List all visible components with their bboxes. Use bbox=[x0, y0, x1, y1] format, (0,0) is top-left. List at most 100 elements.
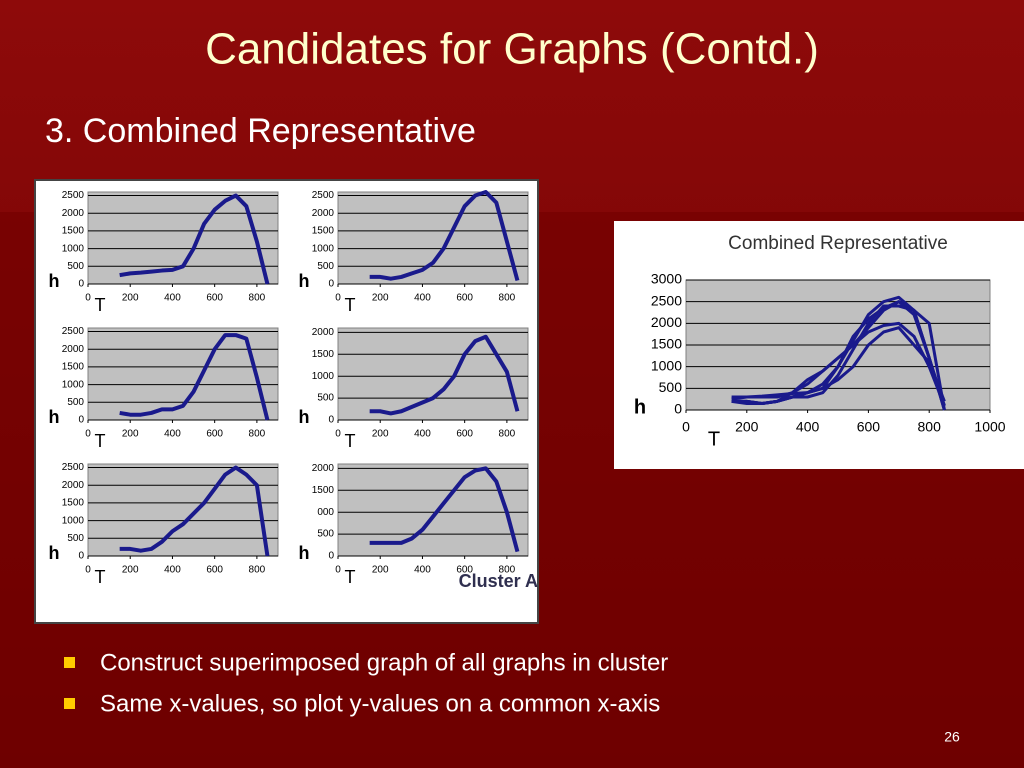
data-line bbox=[369, 334, 520, 416]
x-tick-label: 200 bbox=[372, 565, 389, 576]
y-tick-label: 1500 bbox=[312, 349, 335, 360]
y-tick-label: 0 bbox=[674, 401, 682, 417]
x-tick-label: 200 bbox=[122, 565, 139, 576]
y-tick-label: 1500 bbox=[62, 498, 85, 509]
y-tick-label: 500 bbox=[317, 529, 334, 540]
x-tick-label: 0 bbox=[682, 419, 690, 435]
y-tick-label: 1500 bbox=[651, 336, 682, 352]
y-tick-label: 2000 bbox=[651, 314, 682, 330]
data-line bbox=[119, 333, 270, 421]
x-tick-label: 600 bbox=[206, 429, 223, 440]
y-tick-label: 1500 bbox=[62, 362, 85, 373]
x-tick-label: 600 bbox=[206, 565, 223, 576]
x-tick-label: 400 bbox=[164, 429, 181, 440]
y-tick-label: 1000 bbox=[312, 243, 335, 254]
page-number: 26 bbox=[944, 729, 960, 745]
y-tick-label: 2500 bbox=[62, 462, 85, 473]
y-tick-label: 0 bbox=[328, 551, 334, 562]
y-tick-label: 0 bbox=[78, 551, 84, 562]
x-tick-label: 1000 bbox=[974, 419, 1005, 435]
x-tick-label: 0 bbox=[85, 429, 91, 440]
chart-title: Combined Representative bbox=[728, 233, 948, 254]
y-tick-label: 500 bbox=[67, 397, 84, 408]
x-tick-label: 200 bbox=[122, 293, 139, 304]
x-tick-label: 600 bbox=[857, 419, 881, 435]
bullet-text: Same x-values, so plot y-values on a com… bbox=[100, 690, 660, 717]
slide-subtitle: 3. Combined Representative bbox=[45, 112, 476, 150]
x-tick-label: 600 bbox=[456, 293, 473, 304]
bullet-marker bbox=[64, 657, 75, 668]
data-line bbox=[369, 190, 520, 281]
x-tick-label: 0 bbox=[335, 565, 341, 576]
y-tick-label: 1500 bbox=[62, 226, 85, 237]
x-tick-label: 0 bbox=[335, 293, 341, 304]
y-axis-label: h bbox=[299, 543, 310, 563]
y-tick-label: 1000 bbox=[62, 379, 85, 390]
x-tick-label: 600 bbox=[206, 293, 223, 304]
y-tick-label: 1500 bbox=[312, 226, 335, 237]
y-tick-label: 2000 bbox=[62, 208, 85, 219]
y-tick-label: 2000 bbox=[312, 208, 335, 219]
y-tick-label: 500 bbox=[67, 533, 84, 544]
x-tick-label: 0 bbox=[85, 565, 91, 576]
y-tick-label: 0 bbox=[328, 279, 334, 290]
y-axis-label: h bbox=[49, 543, 60, 563]
x-tick-label: 800 bbox=[499, 293, 516, 304]
x-axis-label: T bbox=[345, 295, 356, 315]
y-tick-label: 1000 bbox=[651, 357, 682, 373]
y-tick-label: 2000 bbox=[312, 327, 335, 338]
plot-area bbox=[337, 463, 529, 557]
y-axis-label: h bbox=[299, 271, 310, 291]
y-tick-label: 000 bbox=[317, 507, 334, 518]
y-tick-label: 1000 bbox=[62, 515, 85, 526]
x-tick-label: 200 bbox=[735, 419, 759, 435]
bullet-marker bbox=[64, 698, 75, 709]
bullet-text: Construct superimposed graph of all grap… bbox=[100, 649, 668, 676]
x-axis-label: T bbox=[345, 567, 356, 587]
x-tick-label: 600 bbox=[456, 429, 473, 440]
x-axis-label: T bbox=[95, 431, 106, 451]
x-tick-label: 200 bbox=[372, 293, 389, 304]
y-tick-label: 2000 bbox=[62, 344, 85, 355]
plot-area bbox=[87, 463, 279, 557]
y-tick-label: 2500 bbox=[62, 326, 85, 337]
y-tick-label: 2500 bbox=[62, 190, 85, 201]
y-tick-label: 500 bbox=[659, 379, 683, 395]
x-tick-label: 400 bbox=[164, 293, 181, 304]
y-tick-label: 500 bbox=[317, 261, 334, 272]
y-tick-label: 1000 bbox=[312, 371, 335, 382]
x-tick-label: 800 bbox=[918, 419, 942, 435]
y-tick-label: 500 bbox=[317, 393, 334, 404]
y-tick-label: 3000 bbox=[651, 271, 682, 287]
x-tick-label: 200 bbox=[372, 429, 389, 440]
x-tick-label: 800 bbox=[499, 429, 516, 440]
plot-area bbox=[337, 327, 529, 421]
y-axis-label: h bbox=[634, 396, 646, 418]
plot-area bbox=[337, 191, 529, 285]
y-tick-label: 2000 bbox=[312, 463, 335, 474]
y-tick-label: 2500 bbox=[312, 190, 335, 201]
x-tick-label: 800 bbox=[249, 293, 266, 304]
x-tick-label: 400 bbox=[164, 565, 181, 576]
data-line bbox=[119, 465, 270, 557]
data-line bbox=[731, 321, 946, 407]
y-tick-label: 1000 bbox=[62, 243, 85, 254]
x-tick-label: 800 bbox=[249, 429, 266, 440]
x-tick-label: 800 bbox=[499, 565, 516, 576]
x-tick-label: 400 bbox=[414, 429, 431, 440]
x-tick-label: 600 bbox=[456, 565, 473, 576]
x-axis-label: T bbox=[708, 428, 720, 450]
data-line bbox=[119, 193, 270, 285]
plot-area bbox=[87, 191, 279, 285]
x-tick-label: 200 bbox=[122, 429, 139, 440]
x-axis-label: T bbox=[345, 431, 356, 451]
data-line bbox=[369, 466, 520, 553]
x-axis-label: T bbox=[95, 567, 106, 587]
y-axis-label: h bbox=[49, 407, 60, 427]
x-tick-label: 800 bbox=[249, 565, 266, 576]
y-tick-label: 500 bbox=[67, 261, 84, 272]
x-tick-label: 0 bbox=[85, 293, 91, 304]
x-tick-label: 400 bbox=[414, 293, 431, 304]
